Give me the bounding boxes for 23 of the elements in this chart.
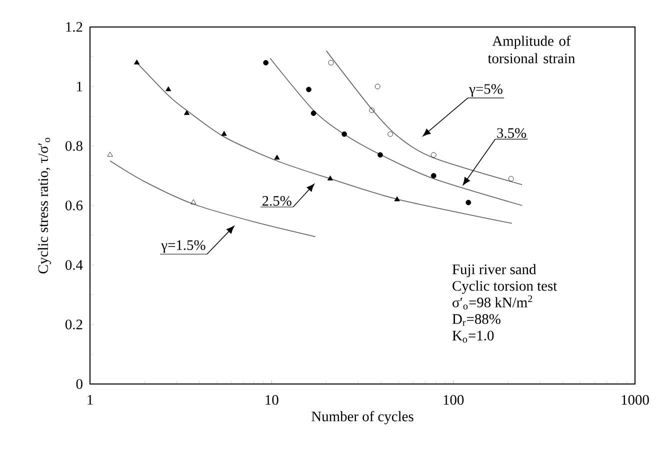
annotation: 2.5% [262, 196, 292, 206]
annotation: γ=1.5% [161, 240, 206, 253]
x-tick-label: 1 [88, 395, 93, 405]
x-tick-label: 100 [444, 395, 464, 405]
x-tick-label: 1000 [622, 395, 649, 405]
x-axis-title: Number of cycles [312, 411, 414, 424]
annotation: Amplitude of torsional strain [488, 36, 575, 64]
annotation: σ′$_{o}$=98 kN/m$^{2}$ [452, 295, 532, 310]
y-tick-label: 0.8 [65, 141, 82, 151]
y-tick-label: 0 [76, 379, 82, 389]
annotation: Cyclic torsion test [452, 280, 558, 294]
y-tick-label: 0.4 [65, 260, 83, 270]
annotation: K$_{o}$=1.0 [452, 330, 494, 343]
y-tick-label: 0.6 [65, 200, 83, 210]
x-tick-label: 10 [266, 395, 278, 405]
y-tick-label: 1.2 [66, 22, 82, 32]
annotation: 3.5% [497, 128, 526, 138]
y-tick-label: 0.2 [65, 320, 82, 330]
annotation: Fuji river sand [452, 264, 536, 278]
y-axis-title: Cyclic stress ratio, τ/σ′$_{o}$ [38, 138, 51, 274]
annotation: D$_{r}$=88% [452, 314, 500, 326]
y-tick-label: 1 [77, 82, 82, 92]
annotation: γ=5% [469, 84, 502, 97]
